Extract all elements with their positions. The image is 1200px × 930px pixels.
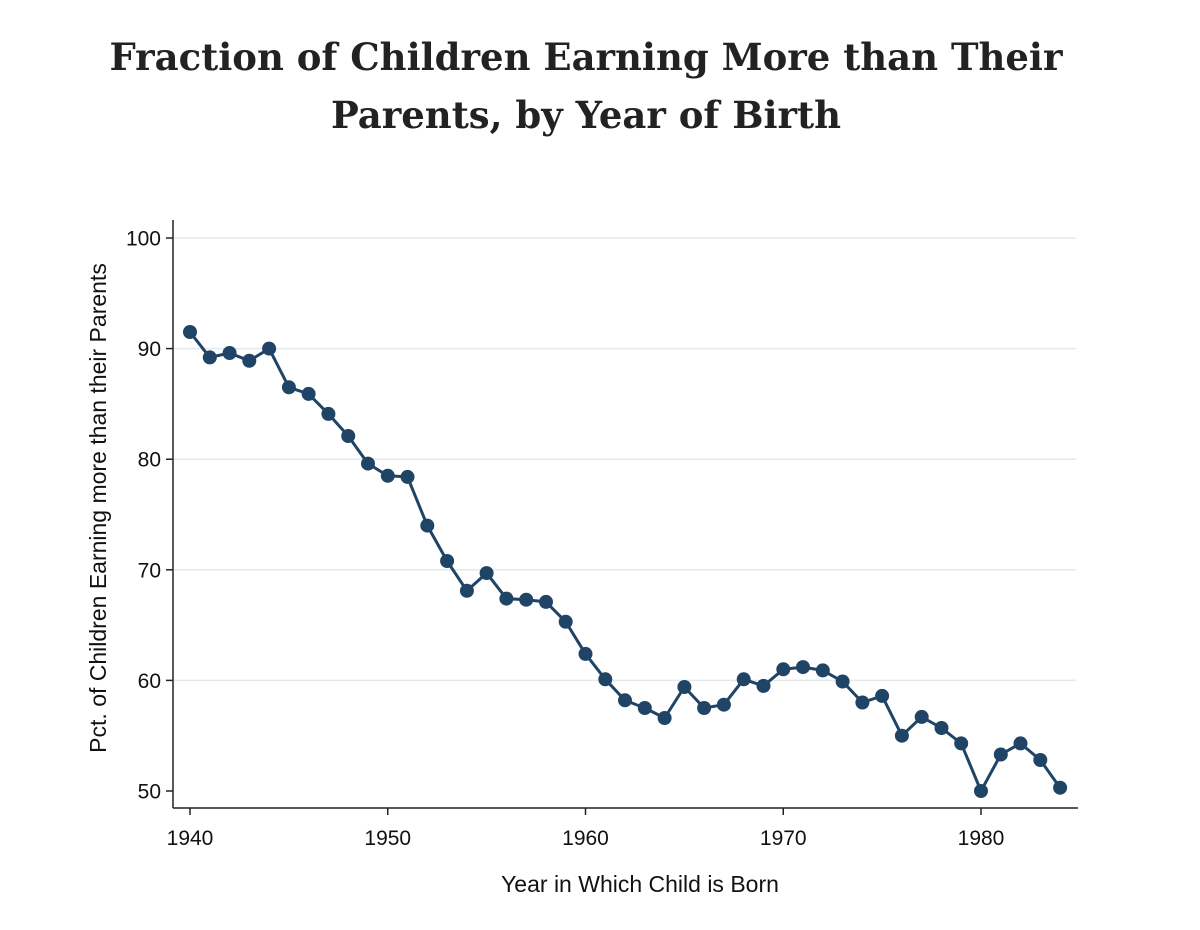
x-axis-label: Year in Which Child is Born (501, 871, 779, 897)
axes (172, 220, 1078, 809)
data-point (222, 346, 237, 360)
data-point (202, 350, 217, 365)
data-point (835, 674, 850, 689)
data-point (914, 709, 929, 724)
data-point (281, 380, 296, 395)
y-tick-label: 60 (138, 670, 161, 693)
data-point (875, 688, 890, 703)
x-tick-label: 1980 (958, 827, 1005, 850)
data-point (420, 518, 435, 533)
data-point (321, 406, 336, 421)
x-tick-label: 1950 (364, 827, 411, 850)
data-point (776, 662, 791, 677)
y-axis-label: Pct. of Children Earning more than their… (85, 263, 111, 753)
y-tick-label: 70 (138, 559, 161, 582)
data-point (736, 672, 751, 687)
data-point (499, 591, 514, 606)
data-point (183, 325, 197, 339)
gridlines (174, 237, 1076, 682)
data-point (539, 594, 553, 609)
data-point (598, 672, 613, 687)
data-point (618, 693, 632, 708)
data-point (380, 468, 395, 483)
data-point (242, 353, 257, 368)
data-point (361, 456, 375, 471)
data-point (934, 721, 949, 735)
data-point (855, 695, 870, 710)
data-point (796, 660, 810, 675)
data-point (657, 711, 672, 725)
data-point (974, 784, 988, 798)
data-point (756, 678, 771, 693)
data-point (440, 554, 455, 568)
x-tick-label: 1970 (760, 827, 807, 850)
chart-title-line-2: Parents, by Year of Birth (330, 93, 842, 137)
data-point (578, 646, 593, 661)
data-point (1013, 736, 1028, 751)
data-point (400, 469, 415, 484)
y-tick-label: 80 (138, 449, 161, 472)
chart-title-line-1: Fraction of Children Earning More than T… (109, 35, 1063, 79)
data-point (1053, 780, 1068, 795)
data-point (637, 701, 652, 715)
data-point (894, 728, 909, 743)
data-point (459, 583, 474, 598)
data-point (262, 341, 277, 356)
data-point (815, 663, 830, 678)
y-tick-label: 50 (138, 781, 161, 804)
data-point (1033, 753, 1048, 767)
y-tick-label: 90 (138, 338, 161, 361)
data-point (716, 697, 731, 712)
x-tick-label: 1960 (562, 827, 609, 850)
data-point (697, 701, 712, 715)
data-point (341, 429, 356, 443)
data-point (479, 566, 494, 581)
chart-title: Fraction of Children Earning More than T… (0, 28, 1172, 144)
data-point (558, 614, 573, 629)
data-point (677, 680, 692, 694)
series-line (188, 331, 1062, 793)
ticks: 50 60 70 80 90 100 1940 1950 1960 1970 1980 (126, 228, 1004, 851)
data-point (519, 592, 534, 607)
y-tick-label: 100 (126, 228, 161, 251)
data-point (301, 386, 316, 401)
data-point (954, 736, 969, 751)
series (183, 325, 1068, 798)
data-point (993, 747, 1008, 762)
x-tick-label: 1940 (167, 827, 214, 850)
